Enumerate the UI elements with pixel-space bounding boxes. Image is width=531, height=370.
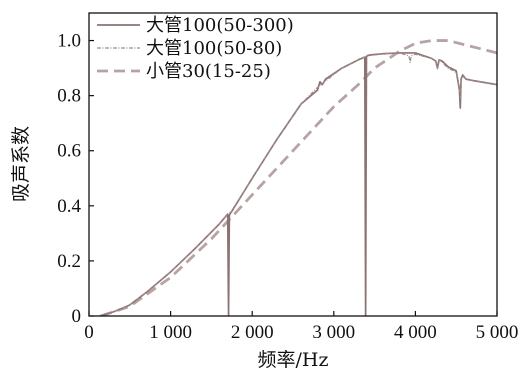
series-line-1 <box>99 52 497 316</box>
y-tick-label: 1.0 <box>57 31 81 52</box>
x-tick-label: 4 000 <box>394 322 437 343</box>
y-tick-label: 0.4 <box>57 196 81 217</box>
y-tick-label: 0.2 <box>57 251 81 272</box>
legend-label-1: 大管100(50-300) <box>146 15 294 36</box>
legend: 大管100(50-300)大管100(50-80)小管30(15-25) <box>97 15 294 82</box>
y-tick-label: 0.6 <box>57 141 81 162</box>
y-axis-title: 吸声系数 <box>10 126 32 202</box>
x-axis-title: 频率/Hz <box>258 349 329 370</box>
series-layer <box>99 39 497 316</box>
plot-frame <box>88 12 498 317</box>
series-line-2 <box>99 52 497 316</box>
x-tick-label: 1 000 <box>149 322 192 343</box>
x-tick-label: 3 000 <box>312 322 355 343</box>
legend-label-2: 大管100(50-80) <box>146 38 282 59</box>
y-tick-label: 0.8 <box>57 86 81 107</box>
y-tick-label: 0 <box>72 306 82 327</box>
x-tick-label: 5 000 <box>476 322 519 343</box>
x-tick-label: 0 <box>84 322 94 343</box>
legend-label-3: 小管30(15-25) <box>146 61 271 82</box>
x-tick-label: 2 000 <box>231 322 274 343</box>
ticks-layer: 0 1 000 2 000 3 000 4 000 5 000 0 0.2 0.4 0.6 0.8 1… <box>57 31 518 343</box>
